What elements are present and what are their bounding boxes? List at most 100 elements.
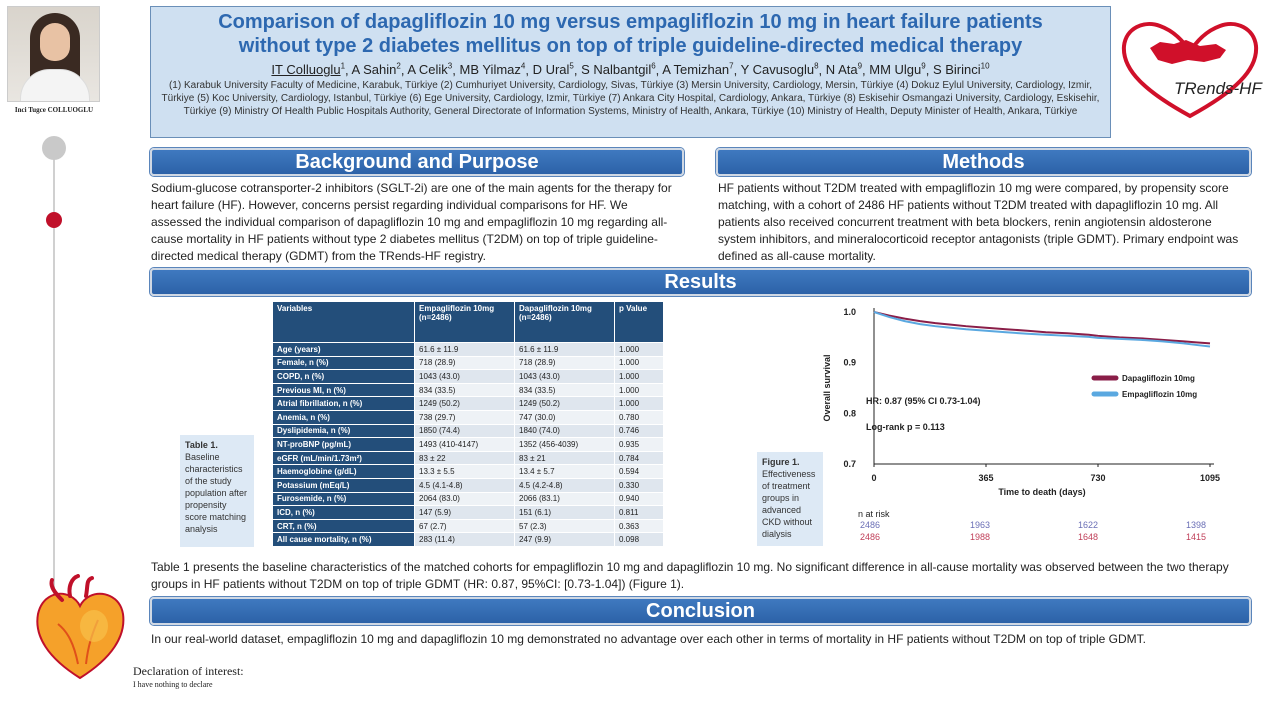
at-risk-dapagliflozin: 2486 xyxy=(860,520,880,530)
baseline-characteristics-table: Variables Empagliflozin 10mg (n=2486) Da… xyxy=(272,301,664,547)
table-row: Previous MI, n (%) 834 (33.5) 834 (33.5) 1.… xyxy=(272,382,664,398)
x-tick-label: 0 xyxy=(871,473,876,483)
cell-variable: NT-proBNP (pg/mL) xyxy=(272,437,415,452)
cell-dapagliflozin: 2066 (83.1) xyxy=(514,491,615,507)
author-name-text: S Nalbantgil xyxy=(581,62,652,78)
table-row: ICD, n (%) 147 (5.9) 151 (6.1) 0.811 xyxy=(272,505,664,520)
header-empagliflozin-n: (n=2486) xyxy=(419,313,452,322)
x-tick-label: 365 xyxy=(978,473,993,483)
header-p-value: p Value xyxy=(614,301,664,343)
cell-variable: Atrial fibrillation, n (%) xyxy=(272,396,415,411)
cell-variable: eGFR (mL/min/1.73m²) xyxy=(272,450,415,466)
cell-variable: Anemia, n (%) xyxy=(272,409,415,425)
cell-variable: All cause mortality, n (%) xyxy=(272,532,415,547)
author-affiliation-number: 4 xyxy=(520,62,526,71)
cell-variable: Haemoglobine (g/dL) xyxy=(272,464,415,479)
header-dapagliflozin: Dapagliflozin 10mg (n=2486) xyxy=(514,301,615,343)
logrank-annotation: Log-rank p = 0.113 xyxy=(866,422,945,432)
timeline-dot-grey xyxy=(42,136,66,160)
cell-p-value: 0.594 xyxy=(614,464,664,479)
author-entry: A Celik3 xyxy=(407,62,452,77)
timeline-dot-red xyxy=(46,212,62,228)
figure1-caption: Figure 1. Effectiveness of treatment gro… xyxy=(757,452,823,546)
table1-caption-label: Table 1. xyxy=(185,440,218,450)
y-tick-label: 0.8 xyxy=(843,408,856,418)
author-entry: A Sahin2 xyxy=(352,62,401,77)
table-row: Furosemide, n (%) 2064 (83.0) 2066 (83.1) 0… xyxy=(272,491,664,507)
table1-caption: Table 1. Baseline characteristics of the… xyxy=(180,435,254,547)
at-risk-empagliflozin: 2486 xyxy=(860,532,880,542)
table-row: Atrial fibrillation, n (%) 1249 (50.2) 124… xyxy=(272,396,664,411)
cell-empagliflozin: 1493 (410-4147) xyxy=(414,437,515,452)
table-body: Age (years) 61.6 ± 11.9 61.6 ± 11.9 1.000 Fe… xyxy=(272,342,664,547)
poster-header: Comparison of dapagliflozin 10 mg versus… xyxy=(150,6,1111,138)
cell-dapagliflozin: 57 (2.3) xyxy=(514,518,615,534)
title-line-2: without type 2 diabetes mellitus on top … xyxy=(238,35,1023,57)
author-entry: S Birinci10 xyxy=(933,62,990,77)
at-risk-empagliflozin: 1415 xyxy=(1186,532,1206,542)
header-variables: Variables xyxy=(272,301,415,343)
cell-variable: Age (years) xyxy=(272,342,415,357)
table-row: CRT, n (%) 67 (2.7) 57 (2.3) 0.363 xyxy=(272,518,664,534)
at-risk-label: n at risk xyxy=(858,509,890,519)
author-affiliation-number: 9 xyxy=(857,62,863,71)
author-affiliation-number: 7 xyxy=(729,62,734,71)
cell-dapagliflozin: 1043 (43.0) xyxy=(514,369,615,384)
results-section-bar: Results xyxy=(150,268,1251,296)
author-affiliation-number: 1 xyxy=(340,62,346,71)
methods-text: HF patients without T2DM treated with em… xyxy=(718,181,1239,263)
table-header-row: Variables Empagliflozin 10mg (n=2486) Da… xyxy=(272,301,664,343)
y-tick-label: 0.7 xyxy=(843,459,856,469)
cell-dapagliflozin: 151 (6.1) xyxy=(514,505,615,520)
table-row: Haemoglobine (g/dL) 13.3 ± 5.5 13.4 ± 5.7 0… xyxy=(272,464,664,479)
cell-variable: Furosemide, n (%) xyxy=(272,491,415,507)
cell-p-value: 1.000 xyxy=(614,382,664,398)
cell-dapagliflozin: 61.6 ± 11.9 xyxy=(514,342,615,357)
cell-variable: Dyslipidemia, n (%) xyxy=(272,423,415,439)
cell-p-value: 0.363 xyxy=(614,518,664,534)
y-tick-label: 1.0 xyxy=(843,307,856,317)
cell-dapagliflozin: 83 ± 21 xyxy=(514,450,615,466)
table-row: eGFR (mL/min/1.73m²) 83 ± 22 83 ± 21 0.784 xyxy=(272,450,664,466)
figure1-caption-text: Effectiveness of treatment groups in adv… xyxy=(762,469,816,539)
cell-p-value: 0.780 xyxy=(614,409,664,425)
author-name: Inci Tugce COLLUOGLU xyxy=(14,106,94,114)
header-dapagliflozin-label: Dapagliflozin 10mg xyxy=(519,304,592,313)
author-entry: S Nalbantgil6 xyxy=(581,62,656,77)
methods-section-bar: Methods xyxy=(716,148,1251,176)
author-entry: A Temizhan7 xyxy=(662,62,733,77)
cell-empagliflozin: 1043 (43.0) xyxy=(414,369,515,384)
cell-dapagliflozin: 1840 (74.0) xyxy=(514,423,615,439)
cell-dapagliflozin: 718 (28.9) xyxy=(514,355,615,371)
background-text: Sodium-glucose cotransporter-2 inhibitor… xyxy=(151,181,672,263)
author-name-text: A Sahin xyxy=(351,62,397,78)
cell-empagliflozin: 738 (29.7) xyxy=(414,409,515,425)
cell-p-value: 1.000 xyxy=(614,396,664,411)
poster-title: Comparison of dapagliflozin 10 mg versus… xyxy=(159,10,1102,58)
kaplan-meier-chart: 0.7 0.8 0.9 1.0 0 365 730 1095 Time to death (da… xyxy=(822,307,1220,542)
cell-variable: CRT, n (%) xyxy=(272,518,415,534)
legend-label: Empagliflozin 10mg xyxy=(1122,390,1197,399)
cell-dapagliflozin: 1249 (50.2) xyxy=(514,396,615,411)
author-affiliation-number: 3 xyxy=(447,62,453,71)
author-name-text: A Celik xyxy=(407,62,448,78)
cell-empagliflozin: 83 ± 22 xyxy=(414,450,515,466)
cell-variable: Female, n (%) xyxy=(272,355,415,371)
author-affiliation-number: 10 xyxy=(980,62,990,71)
cell-empagliflozin: 718 (28.9) xyxy=(414,355,515,371)
declaration-text: I have nothing to declare xyxy=(133,680,213,689)
author-entry: MB Yilmaz4 xyxy=(459,62,525,77)
author-affiliation-number: 5 xyxy=(569,62,574,71)
author-name-text: Y Cavusoglu xyxy=(740,62,815,78)
table-row: NT-proBNP (pg/mL) 1493 (410-4147) 1352 (45… xyxy=(272,437,664,452)
table-row: Dyslipidemia, n (%) 1850 (74.4) 1840 (74.0… xyxy=(272,423,664,439)
table-row: COPD, n (%) 1043 (43.0) 1043 (43.0) 1.000 xyxy=(272,369,664,384)
conclusion-section-bar: Conclusion xyxy=(150,597,1251,625)
author-name-text: N Ata xyxy=(825,62,858,78)
at-risk-empagliflozin: 1988 xyxy=(970,532,990,542)
cell-empagliflozin: 834 (33.5) xyxy=(414,382,515,398)
author-list: IT Colluoglu1, A Sahin2, A Celik3, MB Yi… xyxy=(271,62,990,78)
cell-variable: COPD, n (%) xyxy=(272,369,415,384)
cell-empagliflozin: 283 (11.4) xyxy=(414,532,515,547)
cell-p-value: 0.330 xyxy=(614,477,664,493)
